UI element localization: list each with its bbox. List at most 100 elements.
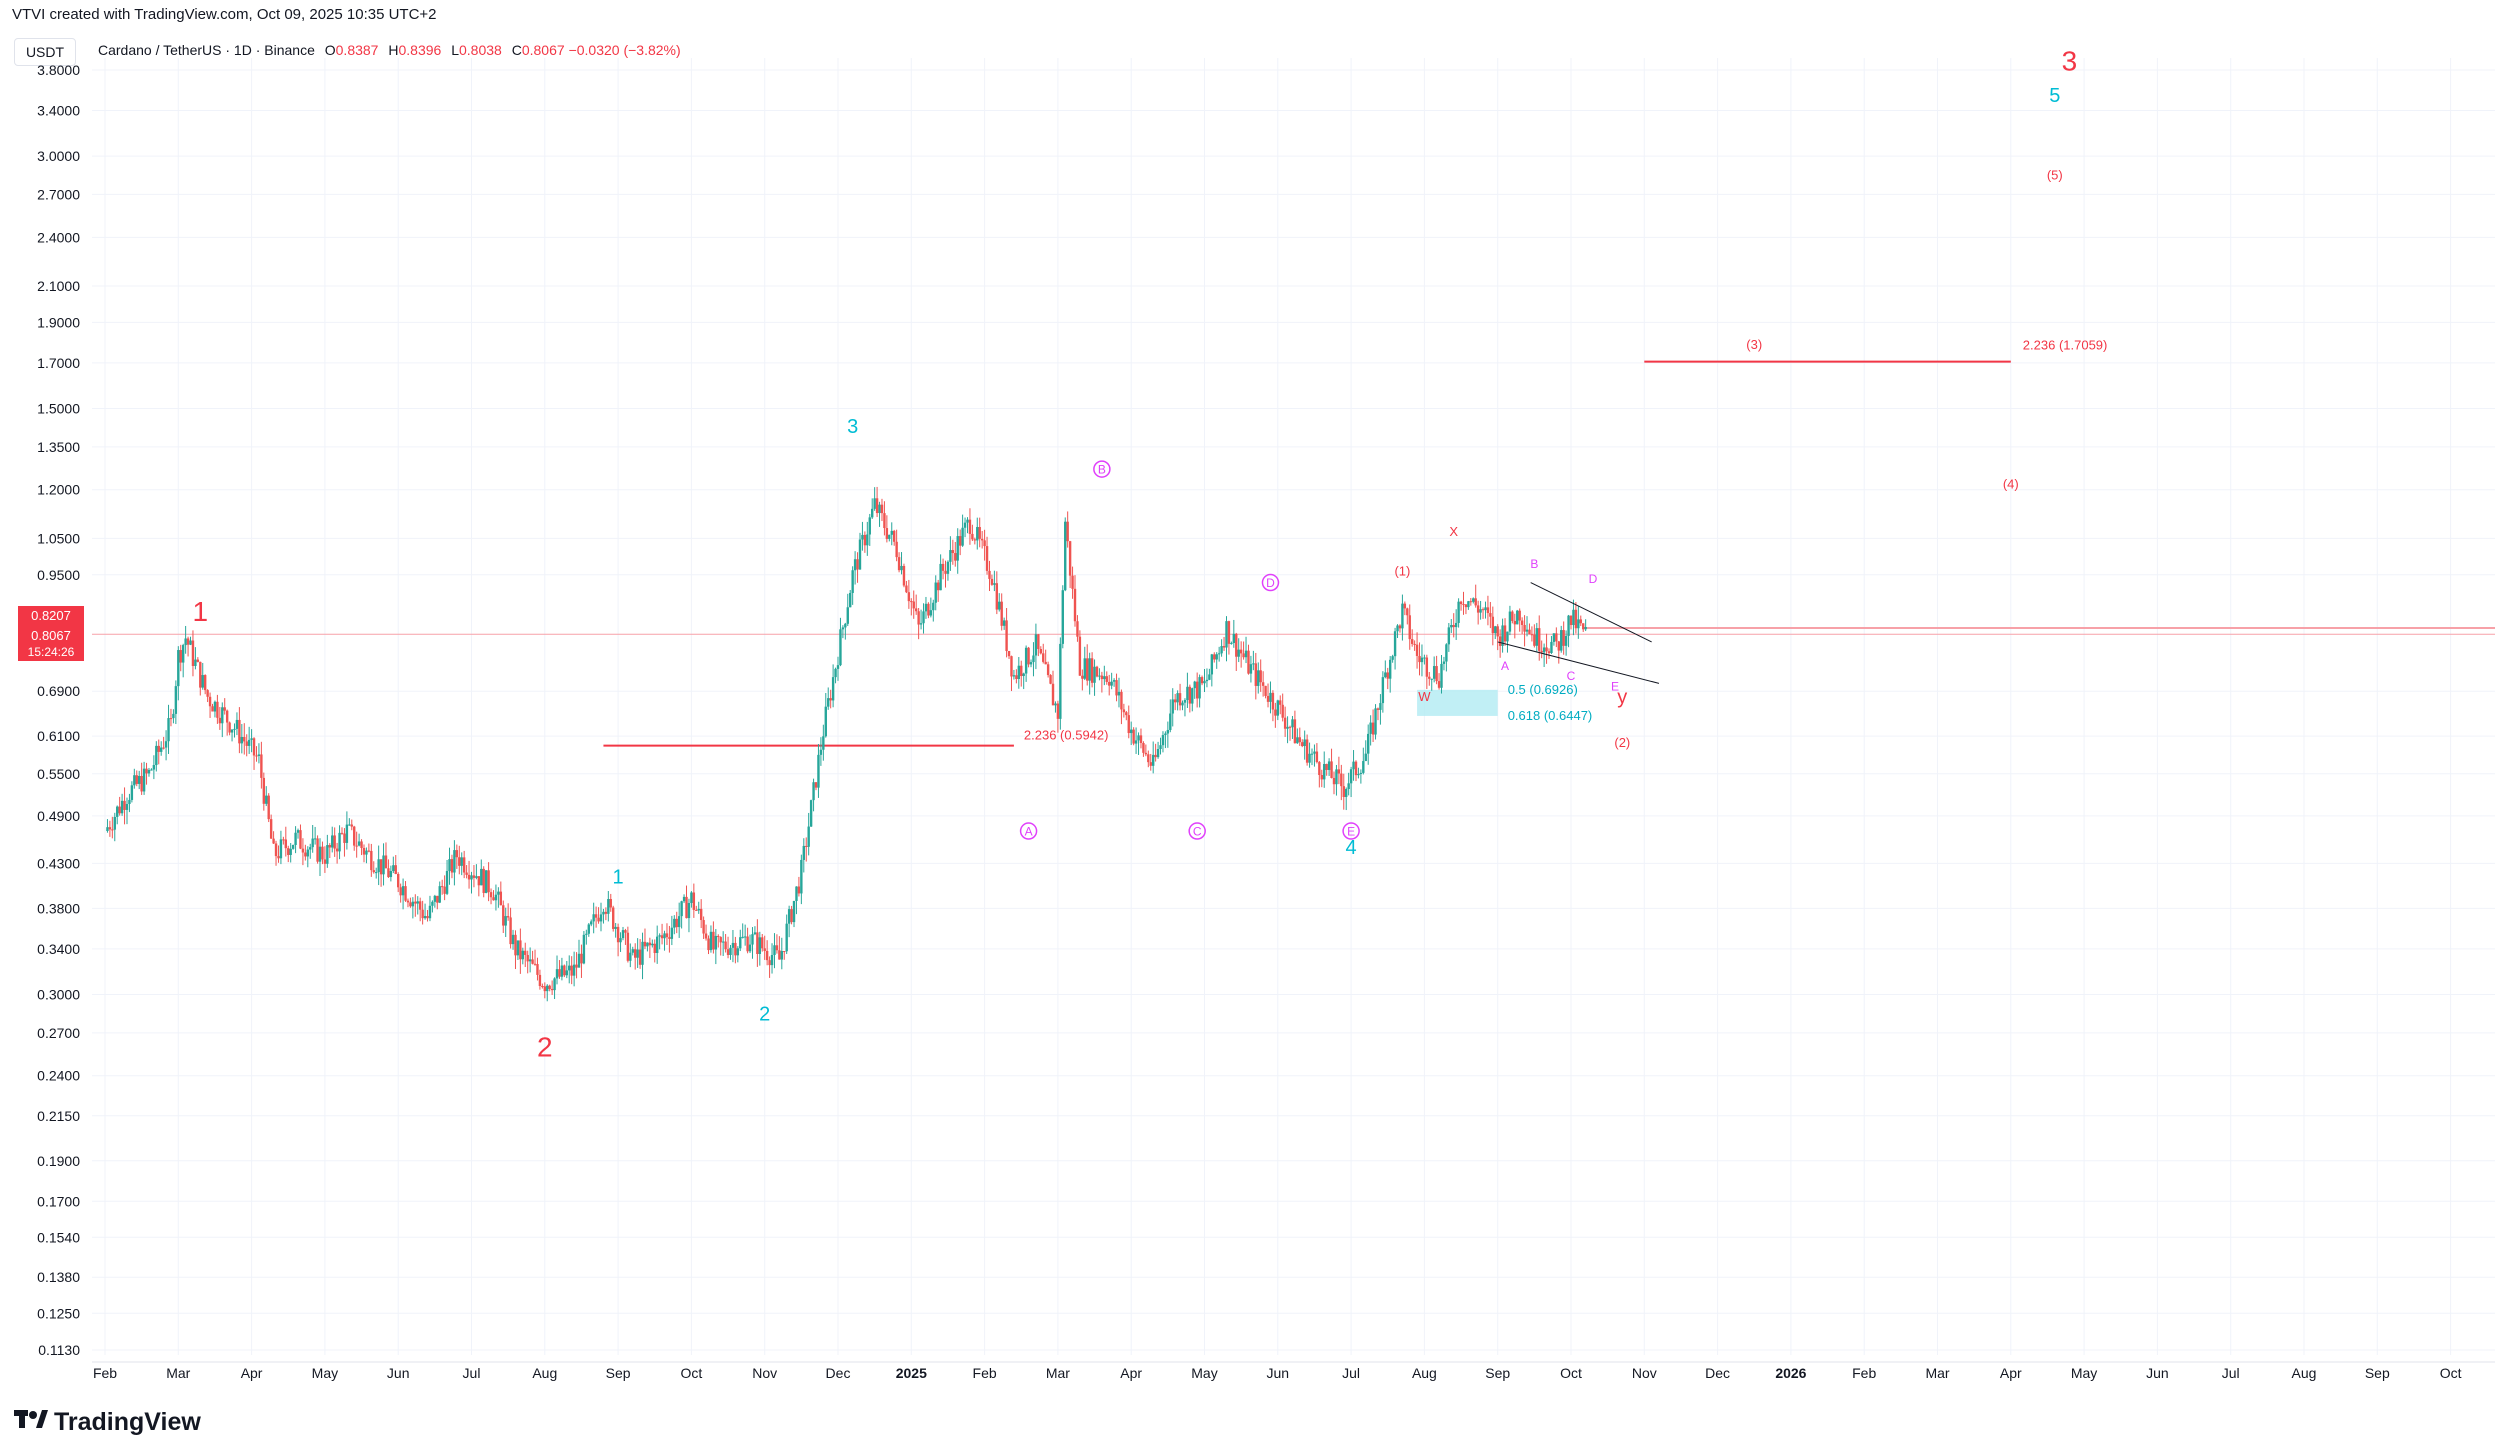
candle-body	[1188, 686, 1192, 704]
tradingview-logo[interactable]: TradingView	[14, 1408, 201, 1437]
candle-body	[243, 736, 246, 742]
candle-body	[416, 901, 419, 904]
candle-body	[1425, 657, 1429, 677]
candle-body	[1335, 769, 1338, 785]
wave-label: B	[1098, 462, 1106, 476]
wave-label: 1	[613, 867, 624, 889]
candle-body	[1293, 719, 1297, 744]
candle-body	[1457, 601, 1460, 623]
candle-body	[1288, 726, 1292, 728]
candle-body	[436, 895, 439, 903]
candle-body	[802, 845, 805, 860]
candle-body	[120, 800, 124, 814]
candle-body	[717, 935, 720, 938]
x-tick-label: Dec	[1705, 1365, 1730, 1381]
candle-body	[184, 638, 187, 646]
candle-body	[494, 894, 498, 901]
y-tick-label: 1.0500	[37, 530, 80, 546]
candle-body	[323, 859, 327, 864]
candle-body	[1472, 598, 1475, 602]
candle-body	[1176, 693, 1179, 703]
candle-body	[1083, 658, 1086, 679]
candle-body	[367, 850, 371, 852]
candle-body	[785, 923, 788, 952]
candle-body	[1244, 650, 1248, 658]
open-value: 0.8387	[335, 42, 379, 58]
candle-body	[1469, 601, 1473, 603]
candle-body	[1095, 666, 1099, 677]
y-tick-label: 0.4900	[37, 808, 80, 824]
candle-body	[936, 582, 940, 591]
x-tick-label: Apr	[241, 1365, 263, 1381]
candle-body	[1098, 675, 1101, 677]
candle-body	[1337, 769, 1341, 774]
candle-body	[306, 849, 309, 857]
candle-body	[138, 775, 141, 784]
wave-label: (1)	[1394, 564, 1410, 579]
candle-body	[223, 707, 226, 711]
candle-body	[629, 952, 632, 961]
candle-body	[1308, 753, 1311, 763]
wave-label: C	[1567, 669, 1576, 683]
candle-body	[489, 892, 493, 898]
candle-body	[1071, 575, 1074, 589]
x-tick-label: Aug	[2292, 1365, 2317, 1381]
candle-body	[834, 668, 837, 678]
candle-body	[1325, 763, 1328, 770]
candle-body	[145, 768, 148, 774]
candle-body	[167, 718, 170, 742]
candle-body	[1122, 709, 1126, 713]
candle-body	[279, 839, 283, 859]
candle-body	[660, 935, 664, 939]
candle-body	[326, 845, 329, 864]
candle-body	[736, 948, 740, 956]
candle-body	[1552, 633, 1556, 642]
y-tick-label: 1.3500	[37, 439, 80, 455]
candle-body	[333, 835, 336, 849]
candle-body	[631, 949, 634, 953]
wave-label: 3	[2062, 46, 2078, 77]
candle-body	[1186, 686, 1189, 701]
candle-body	[1271, 692, 1275, 710]
x-tick-label: Aug	[1412, 1365, 1437, 1381]
candle-body	[1139, 735, 1143, 743]
candle-body	[1066, 521, 1069, 542]
candle-body	[783, 951, 786, 953]
candle-body	[372, 870, 375, 873]
candle-body	[546, 985, 549, 992]
currency-label[interactable]: USDT	[14, 38, 76, 66]
candle-body	[1364, 753, 1367, 762]
candle-body	[438, 886, 441, 903]
symbol-name[interactable]: Cardano / TetherUS · 1D · Binance	[98, 42, 315, 58]
candle-body	[927, 603, 930, 616]
candle-body	[250, 738, 253, 740]
candle-body	[465, 872, 468, 875]
candle-body	[1432, 666, 1436, 679]
y-tick-label: 0.6900	[37, 683, 80, 699]
candle-body	[1393, 631, 1397, 657]
candle-body	[1237, 649, 1240, 657]
candle-body	[1450, 624, 1453, 628]
y-tick-label: 0.2400	[37, 1068, 80, 1084]
candle-body	[1193, 681, 1196, 689]
candle-body	[524, 950, 527, 955]
candle-body	[880, 504, 884, 514]
candle-body	[411, 901, 415, 907]
candle-body	[519, 940, 522, 960]
candle-body	[428, 905, 432, 919]
candle-body	[1318, 762, 1321, 776]
candle-body	[1178, 693, 1182, 706]
candle-body	[1310, 753, 1314, 755]
candle-body	[985, 546, 989, 571]
candle-body	[582, 934, 586, 964]
candle-body	[301, 848, 305, 853]
candle-body	[130, 785, 134, 800]
candle-body	[619, 938, 622, 943]
candle-body	[910, 601, 913, 603]
candle-body	[350, 824, 353, 827]
candle-body	[257, 754, 261, 756]
candle-body	[1406, 608, 1409, 616]
candle-body	[1555, 633, 1558, 642]
wave-circle-icon	[1188, 822, 1206, 840]
